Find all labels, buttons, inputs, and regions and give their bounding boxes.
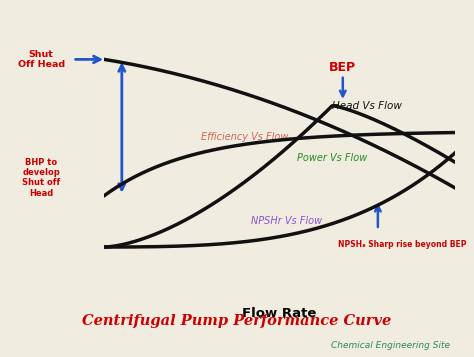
Text: Shut
Off Head: Shut Off Head: [18, 50, 65, 69]
Text: NPSHₐ Sharp rise beyond BEP: NPSHₐ Sharp rise beyond BEP: [338, 240, 467, 249]
Text: BHP to
develop
Shut off
Head: BHP to develop Shut off Head: [22, 157, 60, 198]
Text: BEP: BEP: [329, 61, 356, 74]
Text: Flow Rate: Flow Rate: [243, 307, 317, 321]
Text: NPSHr Vs Flow: NPSHr Vs Flow: [251, 216, 322, 226]
Text: Power Vs Flow: Power Vs Flow: [297, 154, 367, 164]
Text: Chemical Engineering Site: Chemical Engineering Site: [331, 341, 450, 350]
Text: Efficiency Vs Flow: Efficiency Vs Flow: [201, 131, 288, 141]
Text: Head Vs Flow: Head Vs Flow: [332, 101, 402, 111]
Text: Centrifugal Pump Performance Curve: Centrifugal Pump Performance Curve: [82, 314, 392, 328]
